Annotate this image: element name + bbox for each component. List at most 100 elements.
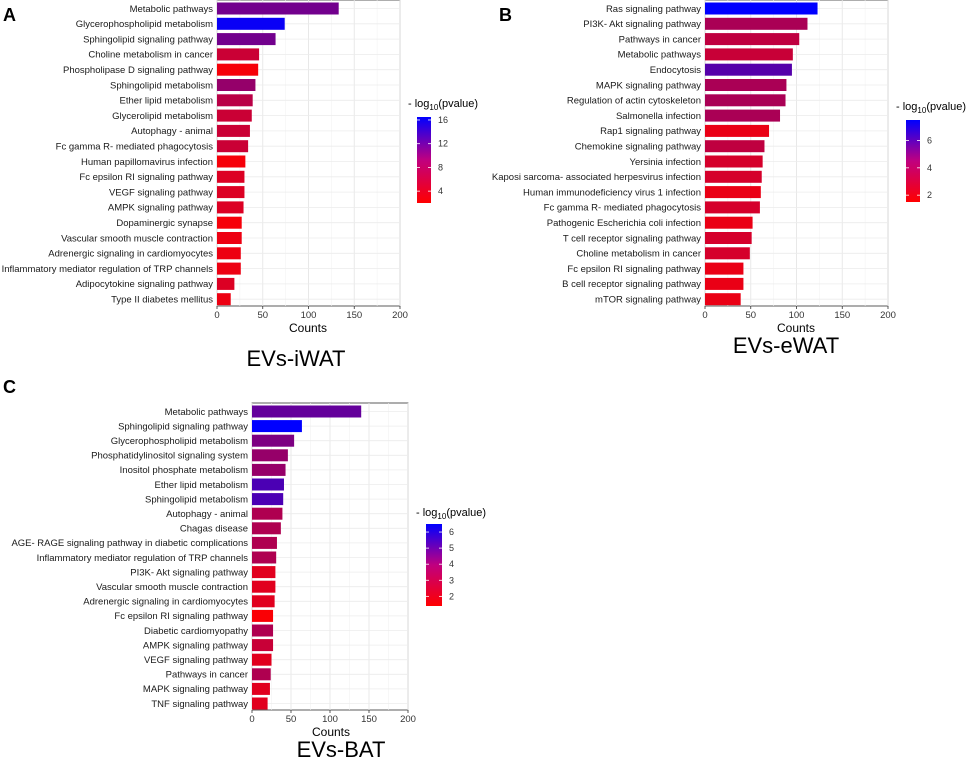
panel-b: B Ras signaling pathway PI3K- Akt signali… [492, 0, 966, 358]
bar [252, 668, 271, 681]
category-label: Metabolic pathways [130, 4, 214, 15]
legend-tick-label: 3 [449, 575, 454, 585]
legend-title: - log10(pvalue) [416, 507, 486, 521]
bar [705, 293, 741, 306]
category-label: Choline metabolism in cancer [576, 249, 701, 260]
category-label: Choline metabolism in cancer [88, 50, 213, 61]
bar [252, 653, 272, 666]
legend-color-bar [906, 120, 920, 202]
category-label: Autophagy - animal [131, 126, 213, 137]
bar [705, 17, 808, 30]
panel-letter: B [499, 5, 512, 25]
chart-title: EVs-iWAT [247, 346, 346, 371]
category-label: Regulation of actin cytoskeleton [567, 96, 701, 107]
x-axis-ticks: 0 50 100 150 200 [214, 306, 408, 321]
category-label: Phosphatidylinositol signaling system [91, 451, 248, 462]
legend-ticks: 4 8 12 16 [417, 115, 448, 196]
category-label: mTOR signaling pathway [595, 295, 701, 306]
category-label: Adipocytokine signaling pathway [76, 279, 214, 290]
x-tick-label: 50 [257, 310, 268, 321]
bar [217, 247, 241, 260]
bar [252, 566, 276, 579]
bar [705, 247, 750, 260]
bar [217, 109, 252, 122]
category-label: VEGF signaling pathway [144, 655, 248, 666]
category-label: Type II diabetes mellitus [111, 295, 213, 306]
legend-tick-label: 2 [449, 591, 454, 601]
bar [252, 463, 286, 476]
bar [217, 94, 253, 107]
legend-tick-label: 2 [927, 190, 932, 200]
category-label: Fc epsilon RI signaling pathway [567, 264, 701, 275]
category-label: AGE- RAGE signaling pathway in diabetic … [11, 538, 248, 549]
bars [705, 2, 818, 306]
bar [252, 697, 268, 710]
category-label: Autophagy - animal [166, 509, 248, 520]
bar [217, 232, 242, 244]
bar [705, 63, 792, 76]
x-tick-label: 200 [880, 310, 896, 321]
legend-title: - log10(pvalue) [896, 101, 966, 115]
legend-tick-label: 4 [438, 186, 443, 196]
category-labels: Metabolic pathways Sphingolipid signaling… [11, 407, 248, 710]
category-label: Vascular smooth muscle contraction [96, 582, 248, 593]
bar [217, 216, 242, 229]
bar [217, 79, 256, 91]
bar [217, 2, 339, 15]
bar [252, 595, 275, 608]
legend-tick-label: 4 [449, 559, 454, 569]
bar [705, 186, 761, 199]
bar [217, 201, 244, 214]
bar [217, 277, 235, 290]
color-legend: - log10(pvalue) 2 4 6 [896, 101, 966, 202]
bar [705, 94, 786, 107]
bar [217, 63, 259, 76]
bar [252, 507, 283, 520]
category-label: Glycerophospholipid metabolism [76, 19, 213, 30]
panel-a: A Metabolic pathways Glycerophospholipid … [2, 0, 478, 371]
bar [705, 48, 793, 61]
category-label: Fc gamma R- mediated phagocytosis [56, 142, 214, 153]
category-label: Sphingolipid metabolism [110, 80, 213, 91]
bar [217, 140, 249, 153]
panel-c: C Metabolic pathways Sphingolipid signali… [3, 377, 486, 760]
bar [252, 434, 295, 447]
category-label: Adrenergic signaling in cardiomyocytes [83, 597, 248, 608]
bar [705, 79, 787, 91]
category-label: Kaposi sarcoma- associated herpesvirus i… [492, 172, 701, 183]
bar [217, 155, 246, 168]
category-label: Pathways in cancer [619, 34, 701, 45]
bar [705, 2, 818, 15]
category-label: Ether lipid metabolism [155, 480, 249, 491]
category-label: Pathogenic Escherichia coli infection [547, 218, 701, 229]
bars [252, 405, 362, 710]
x-tick-label: 150 [361, 714, 377, 725]
category-label: Adrenergic signaling in cardiomyocytes [48, 249, 213, 260]
bar [252, 405, 362, 418]
bar [705, 109, 781, 122]
bars [217, 2, 339, 306]
bar [252, 536, 277, 549]
bar [252, 682, 270, 695]
bar [705, 155, 763, 168]
category-label: Fc epsilon RI signaling pathway [114, 611, 248, 622]
category-label: VEGF signaling pathway [109, 187, 213, 198]
x-tick-label: 200 [400, 714, 416, 725]
x-tick-label: 150 [346, 310, 362, 321]
category-label: MAPK signaling pathway [143, 684, 248, 695]
bar [252, 580, 276, 593]
category-label: B cell receptor signaling pathway [562, 279, 701, 290]
bar [705, 277, 744, 290]
bar [252, 551, 277, 564]
category-label: Ether lipid metabolism [120, 96, 214, 107]
bar [217, 186, 245, 199]
x-axis-title: Counts [289, 321, 327, 335]
category-label: T cell receptor signaling pathway [563, 233, 701, 244]
color-legend: - log10(pvalue) 2 3 4 5 6 [416, 507, 486, 606]
bar [705, 216, 753, 229]
legend-tick-label: 12 [438, 139, 448, 149]
x-tick-label: 100 [301, 310, 317, 321]
category-label: Sphingolipid signaling pathway [83, 34, 213, 45]
category-label: Metabolic pathways [165, 407, 249, 418]
legend-ticks: 2 3 4 5 6 [426, 527, 454, 601]
